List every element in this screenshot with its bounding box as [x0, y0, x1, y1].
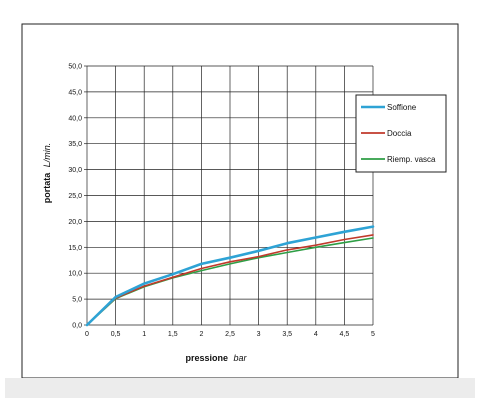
x-tick-label: 3,5 — [282, 331, 292, 338]
x-tick-label: 0,5 — [111, 331, 121, 338]
x-tick-label: 4,5 — [340, 331, 350, 338]
y-tick-label: 25,0 — [68, 193, 82, 200]
y-tick-label: 15,0 — [68, 245, 82, 252]
series-line-soffione — [85, 225, 375, 327]
y-axis-label-main: portata — [42, 172, 52, 203]
series-lines — [85, 225, 375, 327]
series-line-doccia — [86, 234, 374, 326]
y-tick-label: 35,0 — [68, 141, 82, 148]
grid — [84, 65, 374, 326]
y-tick-label: 50,0 — [68, 64, 82, 71]
x-axis-label-unit: bar — [234, 353, 248, 363]
x-tick-label: 2 — [199, 331, 203, 338]
x-tick-label: 4 — [314, 331, 318, 338]
y-tick-label: 30,0 — [68, 167, 82, 174]
x-axis-label-main: pressione — [185, 353, 228, 363]
y-axis-label: portata L/min. — [42, 143, 52, 204]
x-tick-label: 2,5 — [225, 331, 235, 338]
legend: Soffione Doccia Riemp. vasca — [355, 94, 447, 173]
y-axis-label-unit: L/min. — [42, 143, 52, 168]
x-axis-label: pressione bar — [185, 353, 247, 363]
y-tick-label: 5,0 — [72, 297, 82, 304]
x-tick-label: 1 — [142, 331, 146, 338]
x-tick-labels: 0 0,5 1 1,5 2 2,5 3 3,5 4 4,5 5 — [85, 331, 375, 338]
y-tick-labels: 0,0 5,0 10,0 15,0 20,0 25,0 30,0 35,0 40,0 45,0 50… — [68, 64, 82, 330]
y-tick-label: 0,0 — [72, 323, 82, 330]
y-tick-label: 40,0 — [68, 115, 82, 122]
x-tick-label: 0 — [85, 331, 89, 338]
legend-label: Doccia — [387, 129, 412, 138]
y-tick-label: 20,0 — [68, 219, 82, 226]
y-tick-label: 10,0 — [68, 271, 82, 278]
legend-label: Soffione — [387, 103, 417, 112]
x-tick-label: 5 — [371, 331, 375, 338]
x-tick-label: 1,5 — [168, 331, 178, 338]
y-tick-label: 45,0 — [68, 89, 82, 96]
legend-label: Riemp. vasca — [387, 155, 436, 164]
footer-band — [5, 378, 475, 398]
x-tick-label: 3 — [257, 331, 261, 338]
